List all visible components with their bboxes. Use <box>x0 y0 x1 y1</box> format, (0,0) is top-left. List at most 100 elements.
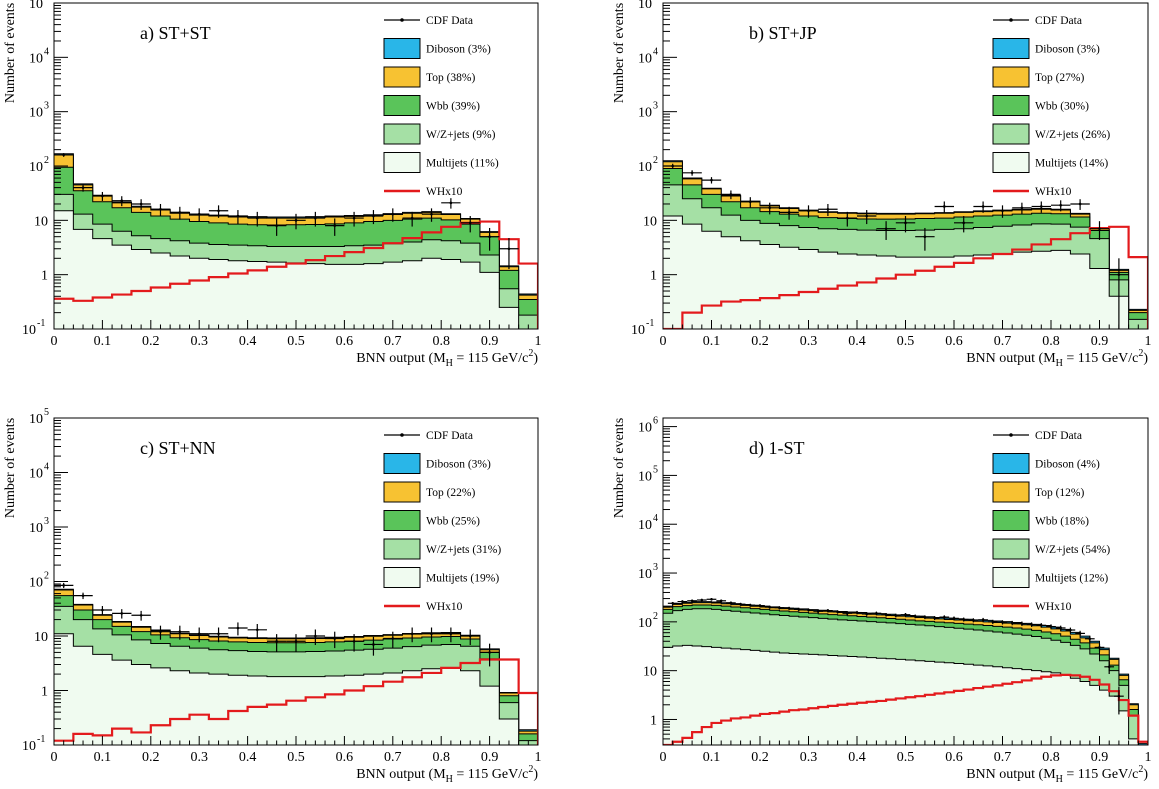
y-tick-base: 10 <box>638 567 652 582</box>
legend-data-marker <box>400 18 404 22</box>
x-axis-title-part: = 115 GeV/c <box>453 351 528 366</box>
data-point <box>1036 623 1047 628</box>
legend-entry-top: Top (27%) <box>992 66 1085 88</box>
data-point <box>721 190 741 200</box>
y-axis-title: Number of events <box>3 418 18 518</box>
data-point-marker <box>1040 205 1043 208</box>
data-point <box>421 627 442 643</box>
legend-entry-multijets: Multijets (12%) <box>992 567 1108 588</box>
legend-entry-whx10: WHx10 <box>384 186 463 198</box>
data-point-marker <box>904 613 907 617</box>
y-tick-base: 1 <box>650 713 657 728</box>
data-point <box>968 618 979 623</box>
x-tick-label: 0.3 <box>190 334 208 349</box>
data-point <box>441 198 461 209</box>
x-tick-label: 0.9 <box>481 334 499 349</box>
x-axis: 0 0.1 0.2 0.3 0.4 0.5 0.6 0.7 0.8 0.9 1 <box>51 320 542 349</box>
data-point-marker <box>768 605 771 609</box>
x-axis-title-part: 2 <box>528 764 533 775</box>
data-point-marker <box>159 207 162 211</box>
data-point <box>208 205 229 218</box>
x-tick-label: 0.9 <box>1091 334 1109 349</box>
x-tick-label: 0.4 <box>848 334 866 349</box>
y-tick-base: 10 <box>638 51 652 66</box>
data-point <box>1065 627 1076 633</box>
data-point <box>54 153 74 157</box>
data-point-marker <box>178 211 182 214</box>
legend-entry-multijets: Multijets (14%) <box>992 152 1108 173</box>
data-point-marker <box>952 617 956 620</box>
data-point-marker <box>797 608 801 611</box>
y-tick-exponent: 2 <box>653 611 658 622</box>
data-point-marker <box>846 611 849 615</box>
data-point-marker <box>159 630 162 633</box>
x-axis-title-part: 2 <box>1138 348 1143 359</box>
legend-label: Multijets (14%) <box>1035 158 1108 170</box>
data-point <box>170 206 190 220</box>
panel-title: c) ST+NN <box>140 438 216 459</box>
data-point-marker <box>710 597 713 601</box>
data-point-marker <box>391 212 395 216</box>
x-tick-label: 0 <box>660 750 667 765</box>
data-point-marker <box>468 634 472 638</box>
data-point <box>696 598 707 602</box>
legend-entry-multijets: Multijets (19%) <box>383 567 499 588</box>
legend-entry-data: CDF Data <box>993 15 1082 27</box>
x-axis-title: BNN output (MH = 115 GeV/c2) <box>356 348 538 369</box>
data-point-marker <box>855 611 859 614</box>
x-tick-label: 0.3 <box>190 750 208 765</box>
data-point <box>112 609 132 619</box>
legend-swatch <box>992 510 1030 531</box>
legend-label: Diboson (4%) <box>1035 459 1100 471</box>
legend-label: Multijets (12%) <box>1035 573 1108 585</box>
data-point-marker <box>120 612 124 615</box>
data-point <box>871 611 882 616</box>
data-point <box>997 620 1008 625</box>
data-point <box>383 208 403 222</box>
y-tick-base: 10 <box>643 665 657 680</box>
x-tick-label: 0.8 <box>1042 334 1060 349</box>
data-point-marker <box>488 651 491 654</box>
data-point-marker <box>1020 622 1024 625</box>
data-point <box>1089 221 1110 240</box>
data-point <box>701 177 722 184</box>
data-point-marker <box>1040 623 1043 627</box>
x-tick-label: 1 <box>535 334 542 349</box>
data-point <box>170 625 190 640</box>
legend-entry-multijets: Multijets (11%) <box>383 152 499 173</box>
data-point <box>1084 635 1095 643</box>
data-point-marker <box>1059 203 1062 207</box>
y-tick-label: 105 <box>638 0 658 12</box>
legend-label: Multijets (11%) <box>426 158 499 170</box>
legend-entry-top: Top (12%) <box>992 481 1085 503</box>
data-point <box>325 218 345 236</box>
data-point <box>939 615 950 620</box>
y-tick-exponent: 4 <box>44 46 49 57</box>
x-axis: 0 0.1 0.2 0.3 0.4 0.5 0.6 0.7 0.8 0.9 1 <box>660 320 1152 349</box>
data-point-marker <box>410 216 414 220</box>
plot-area <box>663 160 1148 329</box>
legend-entry-wzjets: W/Z+jets (26%) <box>992 123 1110 145</box>
data-point-marker <box>719 599 723 603</box>
data-point <box>1075 630 1085 637</box>
data-point-marker <box>865 214 868 218</box>
x-tick-label: 0.6 <box>336 334 354 349</box>
data-point-marker <box>729 193 733 196</box>
legend: CDF Data Diboson (3%) Top (38%) Wbb (39%) W/… <box>383 15 499 198</box>
y-tick-base: 10 <box>638 469 652 484</box>
y-tick-label: 10 2 <box>29 155 49 175</box>
x-tick-label: 0.3 <box>800 750 818 765</box>
data-point-marker <box>449 201 453 205</box>
y-axis-title: Number of events <box>612 418 627 518</box>
data-point <box>266 634 287 652</box>
data-point-marker <box>352 216 356 220</box>
data-point <box>1104 661 1115 675</box>
data-point <box>499 237 519 270</box>
data-point <box>745 603 756 607</box>
x-axis-title-part: ) <box>1143 351 1148 366</box>
y-tick-base: 10 <box>22 323 36 338</box>
x-tick-label: 1 <box>1145 750 1152 765</box>
legend-swatch <box>992 152 1030 173</box>
legend-label: WHx10 <box>426 186 463 198</box>
